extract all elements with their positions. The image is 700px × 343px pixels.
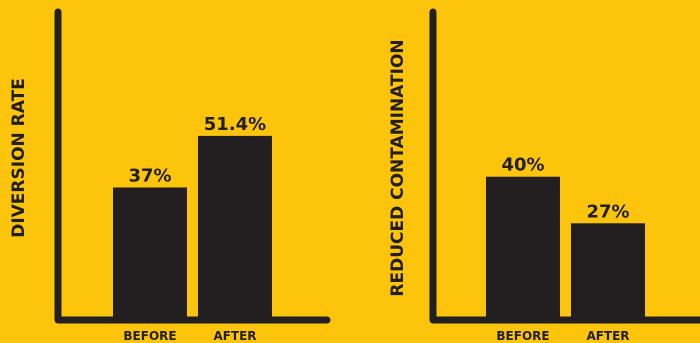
y-axis-title: DIVERSION RATE — [9, 78, 29, 238]
bar-after — [571, 223, 645, 320]
bar-before — [113, 187, 187, 320]
x-tick-label-after: AFTER — [213, 329, 256, 343]
value-label-after: 51.4% — [204, 114, 266, 135]
x-tick-label-before: BEFORE — [496, 329, 549, 343]
reduced-contamination-chart: REDUCED CONTAMINATION 40% 27% BEFORE AFTER — [388, 8, 700, 343]
value-label-group: 40% 27% — [501, 155, 629, 223]
bar-after — [198, 135, 272, 320]
value-label-after: 27% — [586, 201, 629, 222]
tick-label-group: BEFORE AFTER — [496, 329, 629, 343]
bar-group — [486, 176, 645, 320]
x-tick-label-after: AFTER — [586, 329, 629, 343]
axis-lines — [54, 8, 331, 324]
bar-before — [486, 176, 560, 320]
y-axis-title: REDUCED CONTAMINATION — [388, 39, 408, 296]
value-label-before: 37% — [128, 165, 171, 186]
axis-lines — [429, 8, 700, 324]
x-tick-label-before: BEFORE — [123, 329, 176, 343]
diversion-rate-chart: DIVERSION RATE 37% 51.4% BEFORE AFTER — [9, 8, 331, 343]
value-label-group: 37% 51.4% — [128, 114, 266, 187]
value-label-before: 40% — [501, 155, 544, 176]
bar-group — [113, 135, 272, 320]
tick-label-group: BEFORE AFTER — [123, 329, 256, 343]
